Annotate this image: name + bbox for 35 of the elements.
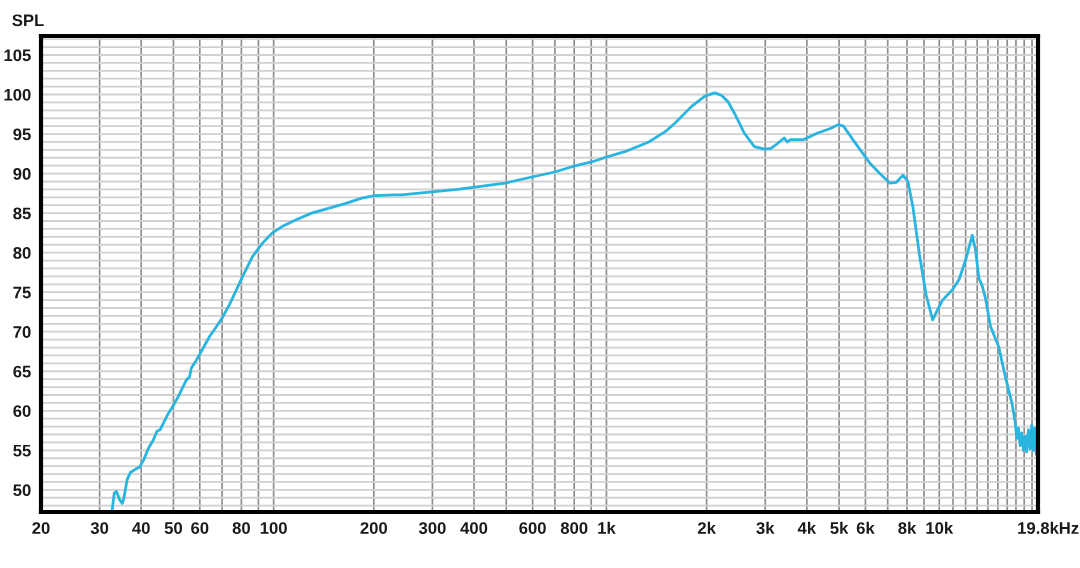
y-tick-label: 70: [13, 326, 31, 338]
x-tick-label: 2k: [697, 521, 716, 534]
y-tick-label: 55: [13, 444, 31, 457]
y-tick-label: 100: [4, 88, 31, 101]
x-tick-label: 20: [32, 522, 50, 534]
x-tick-label: 1k: [598, 521, 616, 534]
x-tick-label: 80: [232, 522, 250, 534]
x-tick-label: 40: [132, 522, 150, 534]
x-tick-label: 100: [260, 522, 287, 534]
x-axis-title: Hz: [1059, 522, 1079, 534]
x-tick-label: 8k: [898, 521, 917, 534]
y-tick-label: 80: [13, 247, 31, 259]
x-tick-label: 400: [460, 522, 488, 534]
x-tick-label: 6k: [856, 521, 875, 534]
y-tick-label: 75: [13, 286, 31, 299]
x-tick-label: 300: [418, 522, 446, 534]
y-tick-label: 50: [13, 484, 31, 497]
x-tick-label: 800: [560, 522, 588, 534]
y-tick-label: 105: [4, 49, 31, 62]
x-tick-label: 3k: [756, 521, 775, 534]
x-tick-label: 50: [164, 522, 183, 534]
x-tick-label: 19.8k: [1018, 521, 1059, 534]
x-tick-label: 600: [519, 522, 546, 534]
y-axis-title: SPL: [12, 14, 44, 27]
x-tick-label: 60: [191, 522, 209, 534]
x-tick-label: 4k: [797, 521, 817, 534]
y-tick-label: 90: [13, 167, 31, 180]
y-tick-label: 95: [13, 128, 31, 141]
y-tick-label: 85: [13, 207, 31, 220]
y-tick-label: 65: [13, 365, 31, 378]
x-tick-label: 10k: [926, 521, 954, 534]
x-tick-label: 5k: [830, 521, 849, 534]
x-tick-label: 200: [360, 522, 388, 534]
x-tick-label: 30: [90, 522, 109, 534]
y-tick-label: 60: [13, 405, 31, 417]
